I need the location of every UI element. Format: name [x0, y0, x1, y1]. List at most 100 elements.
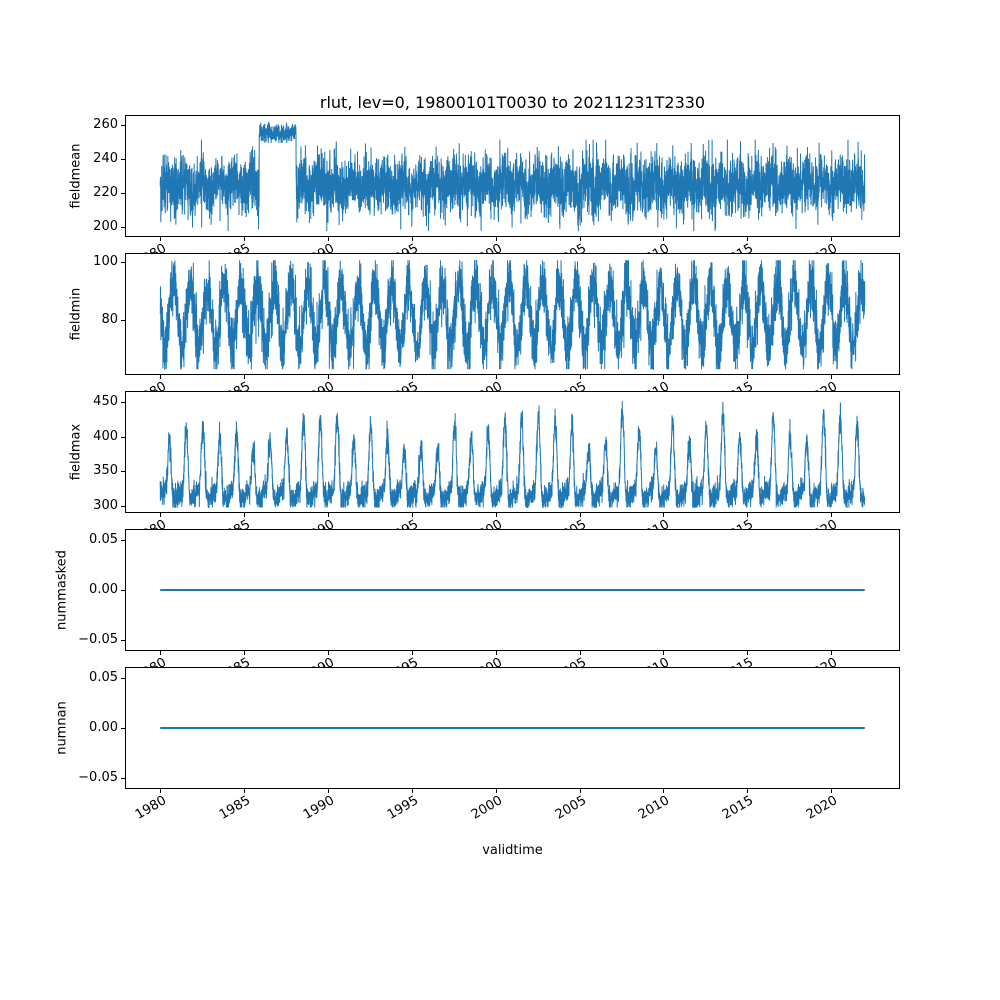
subplot-fieldmin: 8010019801985199019952000200520102015202…: [0, 253, 1000, 409]
y-tick-label: 0.00: [89, 720, 118, 735]
y-tick-label: 240: [93, 151, 118, 166]
y-tick-mark: [121, 125, 125, 126]
y-axis-label-nummasked: nummasked: [54, 550, 69, 630]
x-tick-mark: [580, 237, 581, 241]
x-tick-mark: [831, 375, 832, 379]
fieldmean-plot: [125, 115, 900, 237]
series-line-fieldmin: [159, 259, 866, 370]
x-tick-mark: [663, 375, 664, 379]
y-tick-label: −0.05: [78, 632, 118, 647]
x-tick-label: 1985: [216, 793, 253, 823]
series-line-fieldmax: [159, 401, 866, 510]
x-tick-mark: [580, 375, 581, 379]
x-tick-label: 1990: [300, 793, 337, 823]
x-tick-mark: [244, 789, 245, 793]
x-tick-mark: [580, 789, 581, 793]
y-axis-label-fieldmean: fieldmean: [68, 143, 84, 209]
y-tick-label: 350: [93, 463, 118, 478]
chart-title: rlut, lev=0, 19800101T0030 to 20211231T2…: [319, 93, 706, 112]
subplot-nummasked: −0.050.000.05198019851990199520002005201…: [0, 529, 1000, 685]
x-tick-mark: [747, 375, 748, 379]
nummasked-plot: [125, 529, 900, 651]
y-axis-label-numnan: numnan: [54, 701, 69, 755]
y-tick-label: 220: [93, 185, 118, 200]
x-tick-label: 1980: [132, 793, 169, 823]
y-tick-label: −0.05: [78, 770, 118, 785]
x-tick-mark: [663, 237, 664, 241]
y-tick-label: 80: [101, 312, 118, 327]
y-tick-label: 0.00: [89, 582, 118, 597]
y-tick-mark: [121, 540, 125, 541]
y-tick-mark: [121, 193, 125, 194]
x-tick-label: 2010: [635, 793, 672, 823]
y-tick-label: 300: [93, 498, 118, 513]
x-tick-mark: [160, 513, 161, 517]
y-tick-mark: [121, 728, 125, 729]
y-tick-label: 0.05: [89, 670, 118, 685]
y-tick-mark: [121, 506, 125, 507]
y-tick-mark: [121, 678, 125, 679]
x-tick-mark: [328, 513, 329, 517]
series-line-fieldmean: [159, 121, 866, 232]
y-axis-label-fieldmin: fieldmin: [68, 287, 84, 341]
x-tick-mark: [328, 651, 329, 655]
x-tick-label: 2005: [552, 793, 589, 823]
x-tick-mark: [328, 237, 329, 241]
x-tick-mark: [747, 513, 748, 517]
y-tick-mark: [121, 227, 125, 228]
x-tick-mark: [244, 651, 245, 655]
y-tick-mark: [121, 471, 125, 472]
x-tick-label: 2020: [803, 793, 840, 823]
x-tick-mark: [328, 375, 329, 379]
y-axis-label-fieldmax: fieldmax: [68, 423, 84, 481]
x-tick-mark: [244, 237, 245, 241]
y-tick-mark: [121, 640, 125, 641]
x-tick-mark: [580, 651, 581, 655]
x-tick-mark: [412, 789, 413, 793]
x-tick-mark: [412, 237, 413, 241]
fieldmin-plot: [125, 253, 900, 375]
subplot-numnan: −0.05 0.00 0.05 1980 1985 1990 1995 2000 2005 201…: [0, 667, 1000, 823]
x-tick-mark: [663, 513, 664, 517]
x-tick-mark: [244, 375, 245, 379]
x-tick-mark: [412, 375, 413, 379]
x-tick-mark: [496, 651, 497, 655]
y-tick-mark: [121, 590, 125, 591]
x-tick-mark: [831, 513, 832, 517]
x-tick-mark: [747, 651, 748, 655]
y-tick-mark: [121, 159, 125, 160]
numnan-plot: [125, 667, 900, 789]
x-tick-mark: [663, 651, 664, 655]
y-tick-mark: [121, 320, 125, 321]
x-tick-mark: [160, 789, 161, 793]
x-tick-mark: [496, 375, 497, 379]
y-tick-label: 0.05: [89, 532, 118, 547]
x-tick-mark: [328, 789, 329, 793]
x-tick-mark: [496, 513, 497, 517]
x-tick-mark: [580, 513, 581, 517]
x-tick-mark: [412, 651, 413, 655]
x-tick-mark: [160, 651, 161, 655]
x-tick-mark: [747, 237, 748, 241]
y-tick-label: 400: [93, 429, 118, 444]
x-tick-mark: [496, 789, 497, 793]
y-tick-mark: [121, 778, 125, 779]
fieldmax-plot: [125, 391, 900, 513]
x-tick-mark: [831, 651, 832, 655]
y-tick-label: 200: [93, 219, 118, 234]
y-tick-label: 450: [93, 394, 118, 409]
x-axis-label: validtime: [482, 843, 543, 858]
x-tick-mark: [663, 789, 664, 793]
y-tick-label: 260: [93, 117, 118, 132]
y-tick-label: 100: [93, 254, 118, 269]
subplot-fieldmax: 3003504004501980198519901995200020052010…: [0, 391, 1000, 547]
y-tick-mark: [121, 437, 125, 438]
x-tick-label: 2015: [719, 793, 756, 823]
x-tick-mark: [160, 237, 161, 241]
x-tick-mark: [496, 237, 497, 241]
x-tick-mark: [244, 513, 245, 517]
x-tick-label: 1995: [384, 793, 421, 823]
x-tick-mark: [831, 789, 832, 793]
x-tick-mark: [160, 375, 161, 379]
